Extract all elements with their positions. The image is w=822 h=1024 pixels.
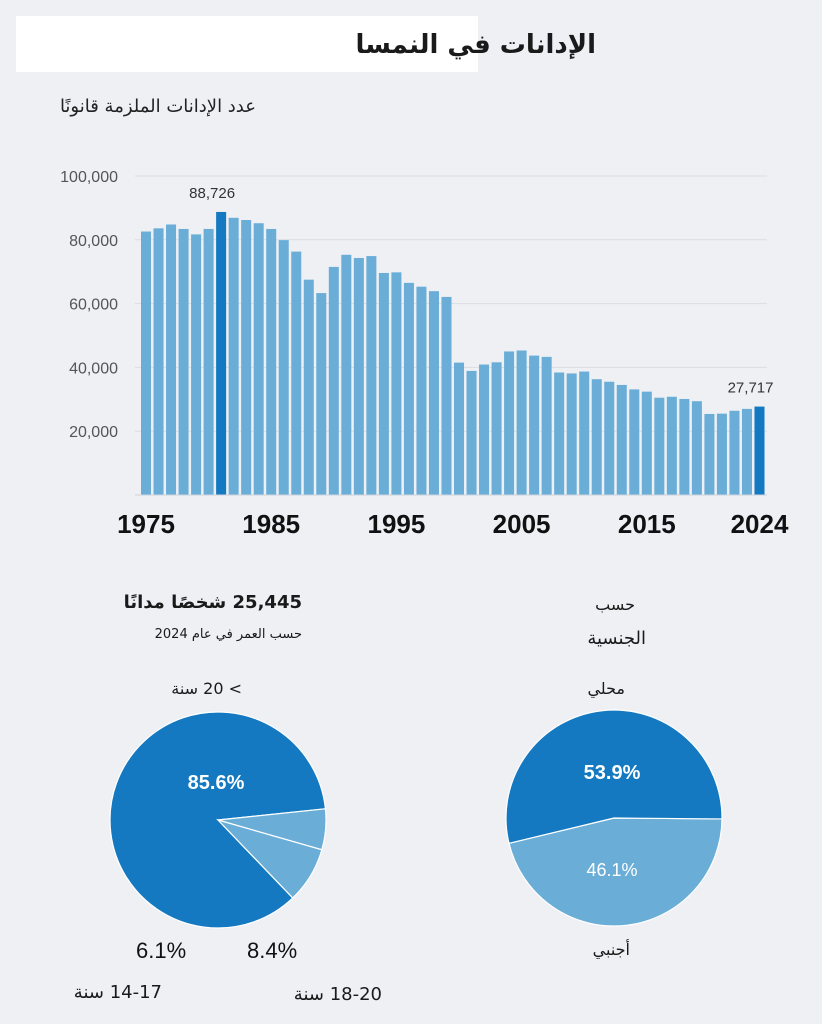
bar-chart: 100,000 80,000 60,000 40,000 20,000 88,726 27,… [60,169,789,539]
bar-2024 [754,406,765,495]
bar-2013 [616,384,627,495]
page-title: الإدانات في النمسا [355,30,596,60]
bar-1982 [228,217,239,496]
x-tick-label: 2015 [618,509,676,539]
nationality-slice-pct-foreign: 46.1% [586,860,637,880]
bar-1988 [303,279,314,495]
bar-2020 [704,413,715,495]
bar-2019 [691,401,702,495]
nationality-pie-slice [505,709,723,845]
bar-1991 [341,254,352,495]
bar-1984 [253,223,264,495]
bar-1979 [191,234,202,495]
bar-1976 [153,228,164,495]
y-tick-label: 80,000 [69,233,118,250]
y-tick-label: 60,000 [69,297,118,314]
bar-2004 [504,351,515,495]
bar-2006 [529,355,540,495]
bar-2000 [454,362,465,495]
bar-2021 [716,413,727,495]
bar-2023 [741,408,752,495]
bar-1985 [266,228,277,495]
age-slice-label-adult: > 20 سنة [171,679,242,698]
nationality-pie-subtitle: الجنسية [587,628,646,649]
bar-1994 [378,272,389,495]
age-slice-pct-18-20: 8.4% [247,938,298,963]
x-tick-label: 1975 [117,509,175,539]
nationality-pie-slice [508,817,723,927]
bar-2008 [554,372,565,495]
y-tick-label: 40,000 [69,360,118,377]
bar-1983 [241,220,252,495]
bar-2009 [566,373,577,495]
bar-2003 [491,362,502,495]
bar-2002 [479,364,490,495]
bar-1990 [328,266,339,495]
bar-1975 [141,231,152,495]
bar-1992 [353,257,364,495]
y-tick-label: 20,000 [69,424,118,441]
bar-1989 [316,293,327,495]
bar-2022 [729,410,740,495]
x-tick-label: 2024 [731,509,789,539]
bar-2012 [604,381,615,495]
x-tick-label: 2005 [493,509,551,539]
bar-1981 [216,211,227,495]
bar-1980 [203,228,214,495]
y-tick-label: 100,000 [60,169,118,186]
age-slice-pct-14-17: 6.1% [136,938,187,963]
age-pie-slice [217,808,327,851]
nationality-pie-title: حسب [595,595,635,614]
bar-2017 [666,396,677,495]
bar-1996 [403,282,414,495]
bar-2014 [629,389,640,495]
age-slice-pct-adult: 85.6% [188,772,245,794]
bar-1977 [166,224,177,496]
bar-2010 [579,371,590,495]
chart-subtitle: عدد الإدانات الملزمة قانونًا [59,96,256,117]
age-slice-label-14-17: 14-17 سنة [73,982,162,1003]
bar-2005 [516,350,527,495]
bar-1993 [366,256,377,495]
nationality-slice-pct-local: 53.9% [584,762,641,784]
bar-1987 [291,251,302,495]
bar-1986 [278,240,289,495]
bar-1999 [441,296,452,495]
x-tick-label: 1985 [242,509,300,539]
bar-1998 [428,291,439,495]
data-label-2024: 27,717 [728,380,774,397]
bar-2015 [641,391,652,495]
bar-1978 [178,228,189,495]
age-pie-subtitle: حسب العمر في عام 2024 [154,627,302,642]
bar-2011 [591,379,602,495]
age-pie-title: 25,445 شخصًا مدانًا [123,592,302,613]
x-tick-label: 1995 [367,509,425,539]
bar-2001 [466,370,477,495]
bar-2007 [541,356,552,495]
bar-1997 [416,286,427,495]
bar-2018 [679,398,690,495]
bar-1995 [391,272,402,495]
data-label-1981: 88,726 [189,185,235,202]
age-pie-slice [109,711,327,929]
age-slice-label-18-20: 18-20 سنة [293,984,382,1005]
nationality-slice-label-local: محلي [587,679,625,698]
title-box [16,16,478,72]
age-pie-slice [216,818,323,899]
bar-2016 [654,397,665,495]
nationality-slice-label-foreign: أجنبي [592,940,630,959]
